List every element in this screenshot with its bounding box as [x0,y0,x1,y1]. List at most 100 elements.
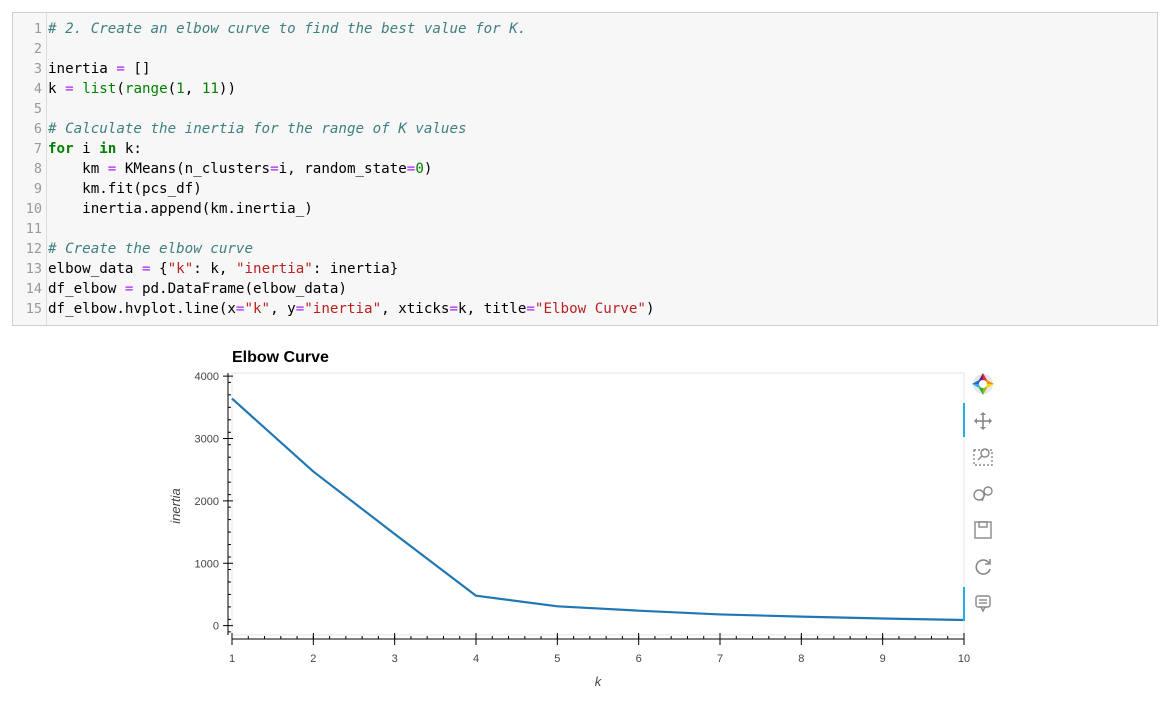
code-token: = [116,61,125,77]
code-token: # Calculate the inertia for the range of… [48,121,467,137]
line-number: 11 [25,221,42,237]
line-number: 14 [25,281,42,297]
code-token: = [406,161,416,177]
hover-active-indicator [963,587,965,621]
y-tick-label: 2000 [195,496,219,508]
code-token: # Create the elbow curve [48,241,253,257]
line-number: 12 [25,241,42,257]
code-token: 11 [201,81,219,97]
x-tick-label: 7 [717,653,723,665]
code-token: "inertia" [235,261,313,277]
code-token: = [295,301,305,317]
code-token: df_elbow [48,281,125,297]
bokeh-logo-icon[interactable] [972,373,994,395]
code-token: = [65,81,74,97]
code-token: ) [423,161,433,177]
code-token: k: [116,141,142,157]
chart-svg: Elbow Curve 0 1000 2000 3000 4000 1 2 3 4 5 6 7 8 9 10… [168,349,994,689]
line-number: 2 [33,41,42,57]
code-line: df_elbow.hvplot.line(x="k", y="inertia",… [48,299,655,319]
x-tick-label: 8 [798,653,804,665]
code-token: list [82,81,117,97]
code-cell-input[interactable]: 1 2 3 4 5 6 7 8 9 10 11 12 13 14 15 # 2. Create an elb… [12,12,1158,326]
pan-icon[interactable] [974,412,992,430]
code-token: k, title [458,301,527,317]
code-token: , y [270,301,296,317]
y-axis-label: inertia [168,488,183,523]
code-token: inertia [48,61,117,77]
code-line: elbow_data = {"k": k, "inertia": inertia… [48,259,398,279]
code-token: = [235,301,245,317]
elbow-curve-plot: Elbow Curve 0 1000 2000 3000 4000 1 2 3 4 5 6 7 8 9 10… [0,330,1171,708]
code-token: inertia.append(km.inertia_) [48,201,313,217]
series-line-inertia[interactable] [231,397,965,622]
y-tick-label: 1000 [195,558,219,570]
y-tick-label: 0 [213,621,219,633]
x-tick-label: 2 [310,653,316,665]
line-number-gutter: 1 2 3 4 5 6 7 8 9 10 11 12 13 14 15 [13,13,47,325]
axes: 0 1000 2000 3000 4000 1 2 3 4 5 6 7 8 9 10 [195,371,971,665]
code-token: "Elbow Curve" [534,301,646,317]
code-token: 1 [176,81,185,97]
box-zoom-icon[interactable] [973,448,993,466]
code-line: inertia = [] [48,59,151,79]
code-token: "inertia" [304,301,382,317]
save-icon[interactable] [974,521,992,539]
hover-icon[interactable] [975,595,991,613]
x-tick-label: 3 [392,653,398,665]
x-tick-label: 10 [958,653,970,665]
code-line: # Create the elbow curve [48,239,253,259]
code-token: { [150,261,168,277]
line-number: 8 [33,161,42,177]
line-number: 3 [33,61,42,77]
code-token: "k" [167,261,194,277]
code-token: i [73,141,100,157]
series-group [231,397,965,622]
code-token: for [48,141,74,157]
y-tick-label: 4000 [195,371,219,383]
x-tick-label: 1 [229,653,235,665]
wheel-zoom-icon[interactable] [973,486,993,502]
plot-toolbar [963,373,994,621]
code-token: 0 [415,161,424,177]
code-line: k = list(range(1, 11)) [48,79,236,99]
line-number: 9 [33,181,42,197]
code-token: pd.DataFrame(elbow_data) [133,281,347,297]
chart-title: Elbow Curve [232,349,329,366]
code-token: df_elbow.hvplot.line(x [48,301,236,317]
pan-active-indicator [963,403,965,437]
code-token: # 2. Create an elbow curve to find the b… [48,21,527,37]
code-token: , xticks [381,301,450,317]
code-token: )) [218,81,236,97]
line-number: 15 [25,301,42,317]
line-number: 5 [33,101,42,117]
code-token: = [449,301,459,317]
plot-area[interactable] [231,372,965,636]
code-token: i, random_state [278,161,407,177]
x-tick-label: 5 [554,653,560,665]
line-number: 7 [33,141,42,157]
code-line: km = KMeans(n_clusters=i, random_state=0… [48,159,432,179]
code-token: in [99,141,117,157]
line-number: 10 [25,201,42,217]
y-tick-label: 3000 [195,434,219,446]
code-token: ( [167,81,177,97]
code-line: # Calculate the inertia for the range of… [48,119,467,139]
code-token: = [270,161,279,177]
reset-icon[interactable] [975,559,991,575]
code-token: : k, [193,261,236,277]
code-token: , [184,81,202,97]
x-tick-label: 6 [636,653,642,665]
code-token: = [141,261,151,277]
code-token: elbow_data [48,261,142,277]
code-token: "k" [244,301,271,317]
code-line: for i in k: [48,139,142,159]
code-token: KMeans(n_clusters [116,161,271,177]
line-number: 13 [25,261,42,277]
x-tick-label: 9 [880,653,886,665]
code-token: range [124,81,168,97]
code-line: # 2. Create an elbow curve to find the b… [48,19,526,39]
code-token: = [526,301,535,317]
code-token: = [124,281,134,297]
code-line: df_elbow = pd.DataFrame(elbow_data) [48,279,347,299]
